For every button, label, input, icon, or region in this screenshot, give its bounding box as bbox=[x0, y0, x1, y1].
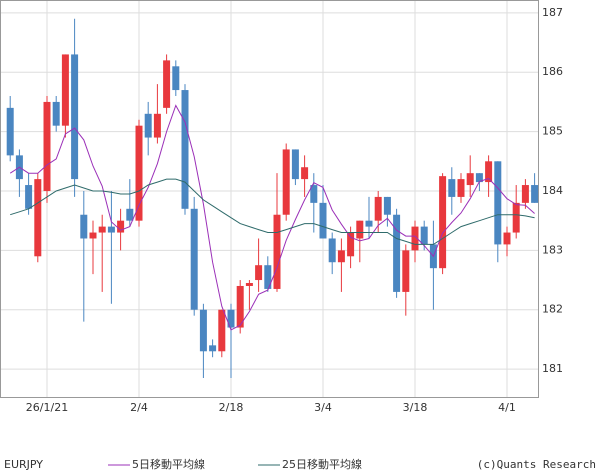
credit: (c)Quants Research bbox=[477, 458, 596, 471]
candle-body bbox=[494, 161, 502, 245]
candle-body bbox=[337, 250, 345, 263]
candle-body bbox=[71, 54, 79, 180]
x-tick-label: 4/1 bbox=[498, 401, 516, 414]
candle-body bbox=[245, 283, 253, 286]
candle-body bbox=[393, 214, 401, 292]
candle-body bbox=[310, 185, 318, 203]
candle-body bbox=[282, 149, 290, 215]
candle-body bbox=[144, 113, 152, 138]
candle-body bbox=[135, 125, 143, 221]
legend-label: 25日移動平均線 bbox=[282, 457, 362, 471]
x-tick-label: 2/4 bbox=[130, 401, 148, 414]
candle-body bbox=[319, 202, 327, 239]
legend-label: 5日移動平均線 bbox=[132, 457, 205, 471]
candle-body bbox=[273, 214, 281, 289]
candle-body bbox=[218, 309, 226, 352]
candle-body bbox=[420, 226, 428, 245]
candle-body bbox=[199, 309, 207, 352]
candle-body bbox=[411, 226, 419, 251]
y-tick-label: 184 bbox=[542, 184, 563, 197]
candle-body bbox=[521, 185, 529, 203]
candle-body bbox=[6, 107, 14, 156]
candle-body bbox=[402, 250, 410, 292]
candle-body bbox=[25, 185, 33, 209]
y-tick-label: 185 bbox=[542, 125, 563, 138]
candle-body bbox=[439, 176, 447, 269]
candle-body bbox=[475, 173, 483, 183]
y-tick-label: 182 bbox=[542, 303, 563, 316]
candle-body bbox=[34, 179, 42, 257]
candle-body bbox=[448, 179, 456, 197]
candle-body bbox=[264, 265, 272, 289]
candle-body bbox=[52, 101, 60, 126]
candle-body bbox=[255, 265, 263, 281]
candle-body bbox=[172, 66, 180, 91]
candle-body bbox=[89, 232, 97, 239]
candle-body bbox=[503, 232, 511, 245]
candle-body bbox=[356, 220, 364, 239]
candle-body bbox=[107, 226, 115, 233]
symbol: EURJPY bbox=[4, 458, 43, 471]
candle-body bbox=[190, 208, 198, 310]
candle-body bbox=[80, 214, 88, 239]
candle-body bbox=[291, 149, 299, 180]
candle-body bbox=[61, 54, 69, 126]
candle-body bbox=[512, 202, 520, 233]
candle-body bbox=[209, 345, 217, 352]
y-tick-label: 183 bbox=[542, 243, 563, 256]
x-tick-label: 2/18 bbox=[219, 401, 244, 414]
x-tick-label: 3/4 bbox=[314, 401, 332, 414]
candle-body bbox=[365, 220, 373, 227]
y-tick-label: 187 bbox=[542, 6, 563, 19]
candle-body bbox=[485, 161, 493, 183]
candle-body bbox=[383, 196, 391, 215]
candle-body bbox=[181, 90, 189, 209]
x-tick-label: 26/1/21 bbox=[26, 401, 68, 414]
candle-body bbox=[457, 179, 465, 197]
candle-body bbox=[163, 60, 171, 108]
candle-body bbox=[126, 208, 134, 221]
ma-line bbox=[9, 104, 535, 331]
x-tick-label: 3/18 bbox=[403, 401, 428, 414]
ma-line bbox=[10, 178, 535, 245]
plot-area bbox=[0, 0, 539, 398]
candle-body bbox=[374, 196, 382, 221]
candle-body bbox=[117, 220, 125, 233]
candle-body bbox=[347, 232, 355, 257]
candle-body bbox=[43, 101, 51, 191]
candle-body bbox=[301, 167, 309, 180]
candle-body bbox=[466, 173, 474, 186]
candle-body bbox=[236, 285, 244, 328]
candle-body bbox=[153, 113, 161, 138]
y-tick-label: 186 bbox=[542, 65, 563, 78]
candle-body bbox=[98, 226, 106, 233]
candle-body bbox=[227, 309, 235, 328]
candle-body bbox=[531, 185, 539, 203]
y-tick-label: 181 bbox=[542, 362, 563, 375]
candle-body bbox=[328, 238, 336, 263]
